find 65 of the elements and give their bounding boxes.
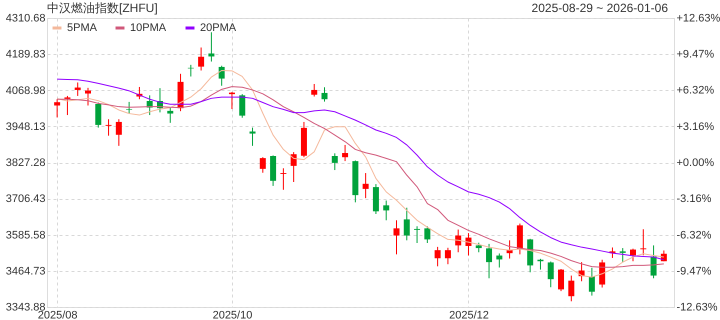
y2-tick-label: +9.47% bbox=[676, 48, 714, 61]
y-tick-label: 3827.28 bbox=[6, 157, 46, 169]
candlestick bbox=[311, 83, 318, 98]
candlestick bbox=[116, 118, 122, 146]
x-tick-label: 2025/12 bbox=[449, 310, 489, 320]
candlestick bbox=[208, 32, 214, 62]
y2-tick-label: +0.00% bbox=[676, 157, 714, 169]
candlestick bbox=[106, 118, 112, 136]
candlestick bbox=[198, 47, 204, 72]
candlestick bbox=[322, 86, 328, 102]
candlestick bbox=[239, 94, 246, 118]
candlestick bbox=[332, 152, 338, 171]
candlestick bbox=[476, 242, 482, 253]
candlestick bbox=[260, 156, 266, 174]
candlestick bbox=[455, 229, 462, 253]
chart-subtitle: 2025-08-29 ~ 2026-01-06 bbox=[532, 1, 668, 15]
y2-tick-label: +3.16% bbox=[676, 120, 714, 133]
candlestick bbox=[414, 226, 420, 244]
y-tick-label: 3948.13 bbox=[6, 120, 46, 133]
y-tick-label: 4189.83 bbox=[6, 48, 46, 61]
y-tick-label: 4068.98 bbox=[6, 84, 46, 97]
candlestick bbox=[362, 172, 369, 199]
y2-tick-label: -12.63% bbox=[676, 302, 718, 314]
candlestick bbox=[599, 259, 606, 288]
candlestick bbox=[568, 275, 574, 302]
candlestick bbox=[54, 98, 60, 118]
candlestick bbox=[558, 268, 564, 292]
candlestick bbox=[280, 168, 286, 190]
candlestick bbox=[383, 200, 390, 221]
y2-tick-label: -9.47% bbox=[676, 265, 712, 278]
candlestick bbox=[424, 226, 430, 244]
candlestick bbox=[342, 144, 348, 162]
candlestick bbox=[167, 106, 174, 124]
candlestick bbox=[228, 92, 235, 110]
candlestick bbox=[74, 82, 81, 96]
candlestick bbox=[95, 102, 102, 128]
candlestick bbox=[537, 258, 544, 270]
y-tick-label: 3464.73 bbox=[6, 265, 46, 278]
legend-label: 5PMA bbox=[67, 22, 98, 34]
candlestick bbox=[486, 243, 492, 279]
x-tick-label: 2025/08 bbox=[38, 310, 78, 320]
candlestick bbox=[290, 152, 297, 183]
x-tick-label: 2025/10 bbox=[212, 310, 252, 320]
legend-label: 10PMA bbox=[130, 22, 167, 34]
y-tick-label: 3706.43 bbox=[6, 193, 46, 206]
candlestick bbox=[444, 247, 451, 265]
y2-tick-label: -3.16% bbox=[676, 193, 712, 206]
candlestick bbox=[496, 252, 502, 268]
candlestick bbox=[250, 127, 256, 146]
y-tick-label: 3585.58 bbox=[6, 229, 46, 242]
candlestick bbox=[640, 228, 646, 256]
candlestick bbox=[620, 248, 626, 263]
candlestick bbox=[393, 220, 400, 255]
legend-label: 20PMA bbox=[200, 22, 237, 34]
candlestick bbox=[434, 246, 441, 267]
y2-tick-label: -6.32% bbox=[676, 229, 712, 242]
y2-tick-label: +6.32% bbox=[676, 84, 714, 97]
candlestick bbox=[404, 207, 410, 241]
y-tick-label: 4310.68 bbox=[6, 12, 46, 24]
candlestick bbox=[588, 267, 595, 296]
y2-tick-label: +12.63% bbox=[676, 12, 720, 24]
chart-title: 中汉燃油指数[ZHFU] bbox=[47, 1, 158, 15]
candlestick bbox=[548, 261, 554, 288]
candlestick bbox=[84, 87, 91, 106]
candlestick bbox=[630, 248, 636, 262]
